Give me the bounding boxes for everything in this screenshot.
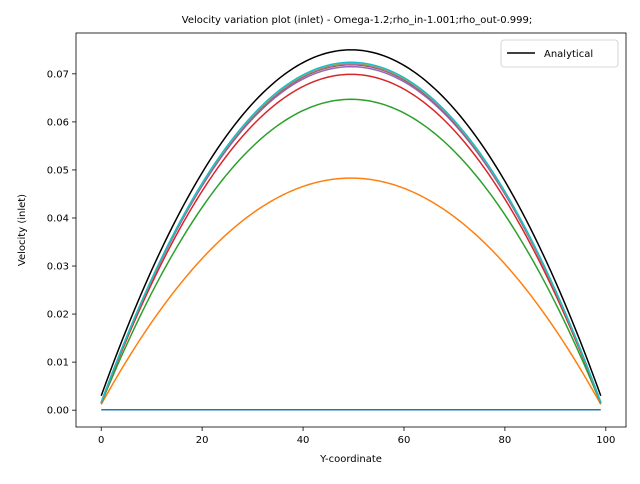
y-tick-label: 0.01 (47, 358, 69, 369)
chart-title: Velocity variation plot (inlet) - Omega-… (182, 15, 533, 26)
y-tick-label: 0.04 (47, 213, 69, 224)
y-tick-label: 0.02 (47, 310, 69, 321)
series-line-2 (100, 177, 602, 405)
series-line-analytical (100, 49, 602, 397)
legend: Analytical (500, 39, 619, 68)
axes-frame (75, 32, 627, 428)
x-tick-label: 0 (98, 435, 104, 446)
y-axis-label: Velocity (inlet) (17, 194, 28, 266)
legend-box (500, 39, 619, 68)
x-tick-label: 60 (398, 435, 411, 446)
y-tick-label: 0.06 (47, 117, 69, 128)
y-axis-ticks: 0.00 0.01 0.02 0.03 0.04 0.05 0.06 0.07 (47, 69, 76, 417)
series-line-3 (100, 98, 602, 404)
series-line-10 (100, 61, 602, 403)
x-axis-ticks: 0 20 40 60 80 100 (98, 427, 615, 446)
x-tick-label: 40 (297, 435, 310, 446)
y-tick-label: 0.03 (47, 262, 69, 273)
series-line-4 (100, 73, 602, 404)
x-axis-label: Y-coordinate (319, 454, 382, 465)
legend-analytical-label: Analytical (544, 49, 593, 60)
x-tick-label: 80 (499, 435, 512, 446)
y-tick-label: 0.07 (47, 69, 69, 80)
x-tick-label: 20 (196, 435, 209, 446)
y-tick-label: 0.05 (47, 165, 69, 176)
plot-lines (100, 49, 602, 411)
y-tick-label: 0.00 (47, 406, 69, 417)
x-tick-label: 100 (596, 435, 615, 446)
